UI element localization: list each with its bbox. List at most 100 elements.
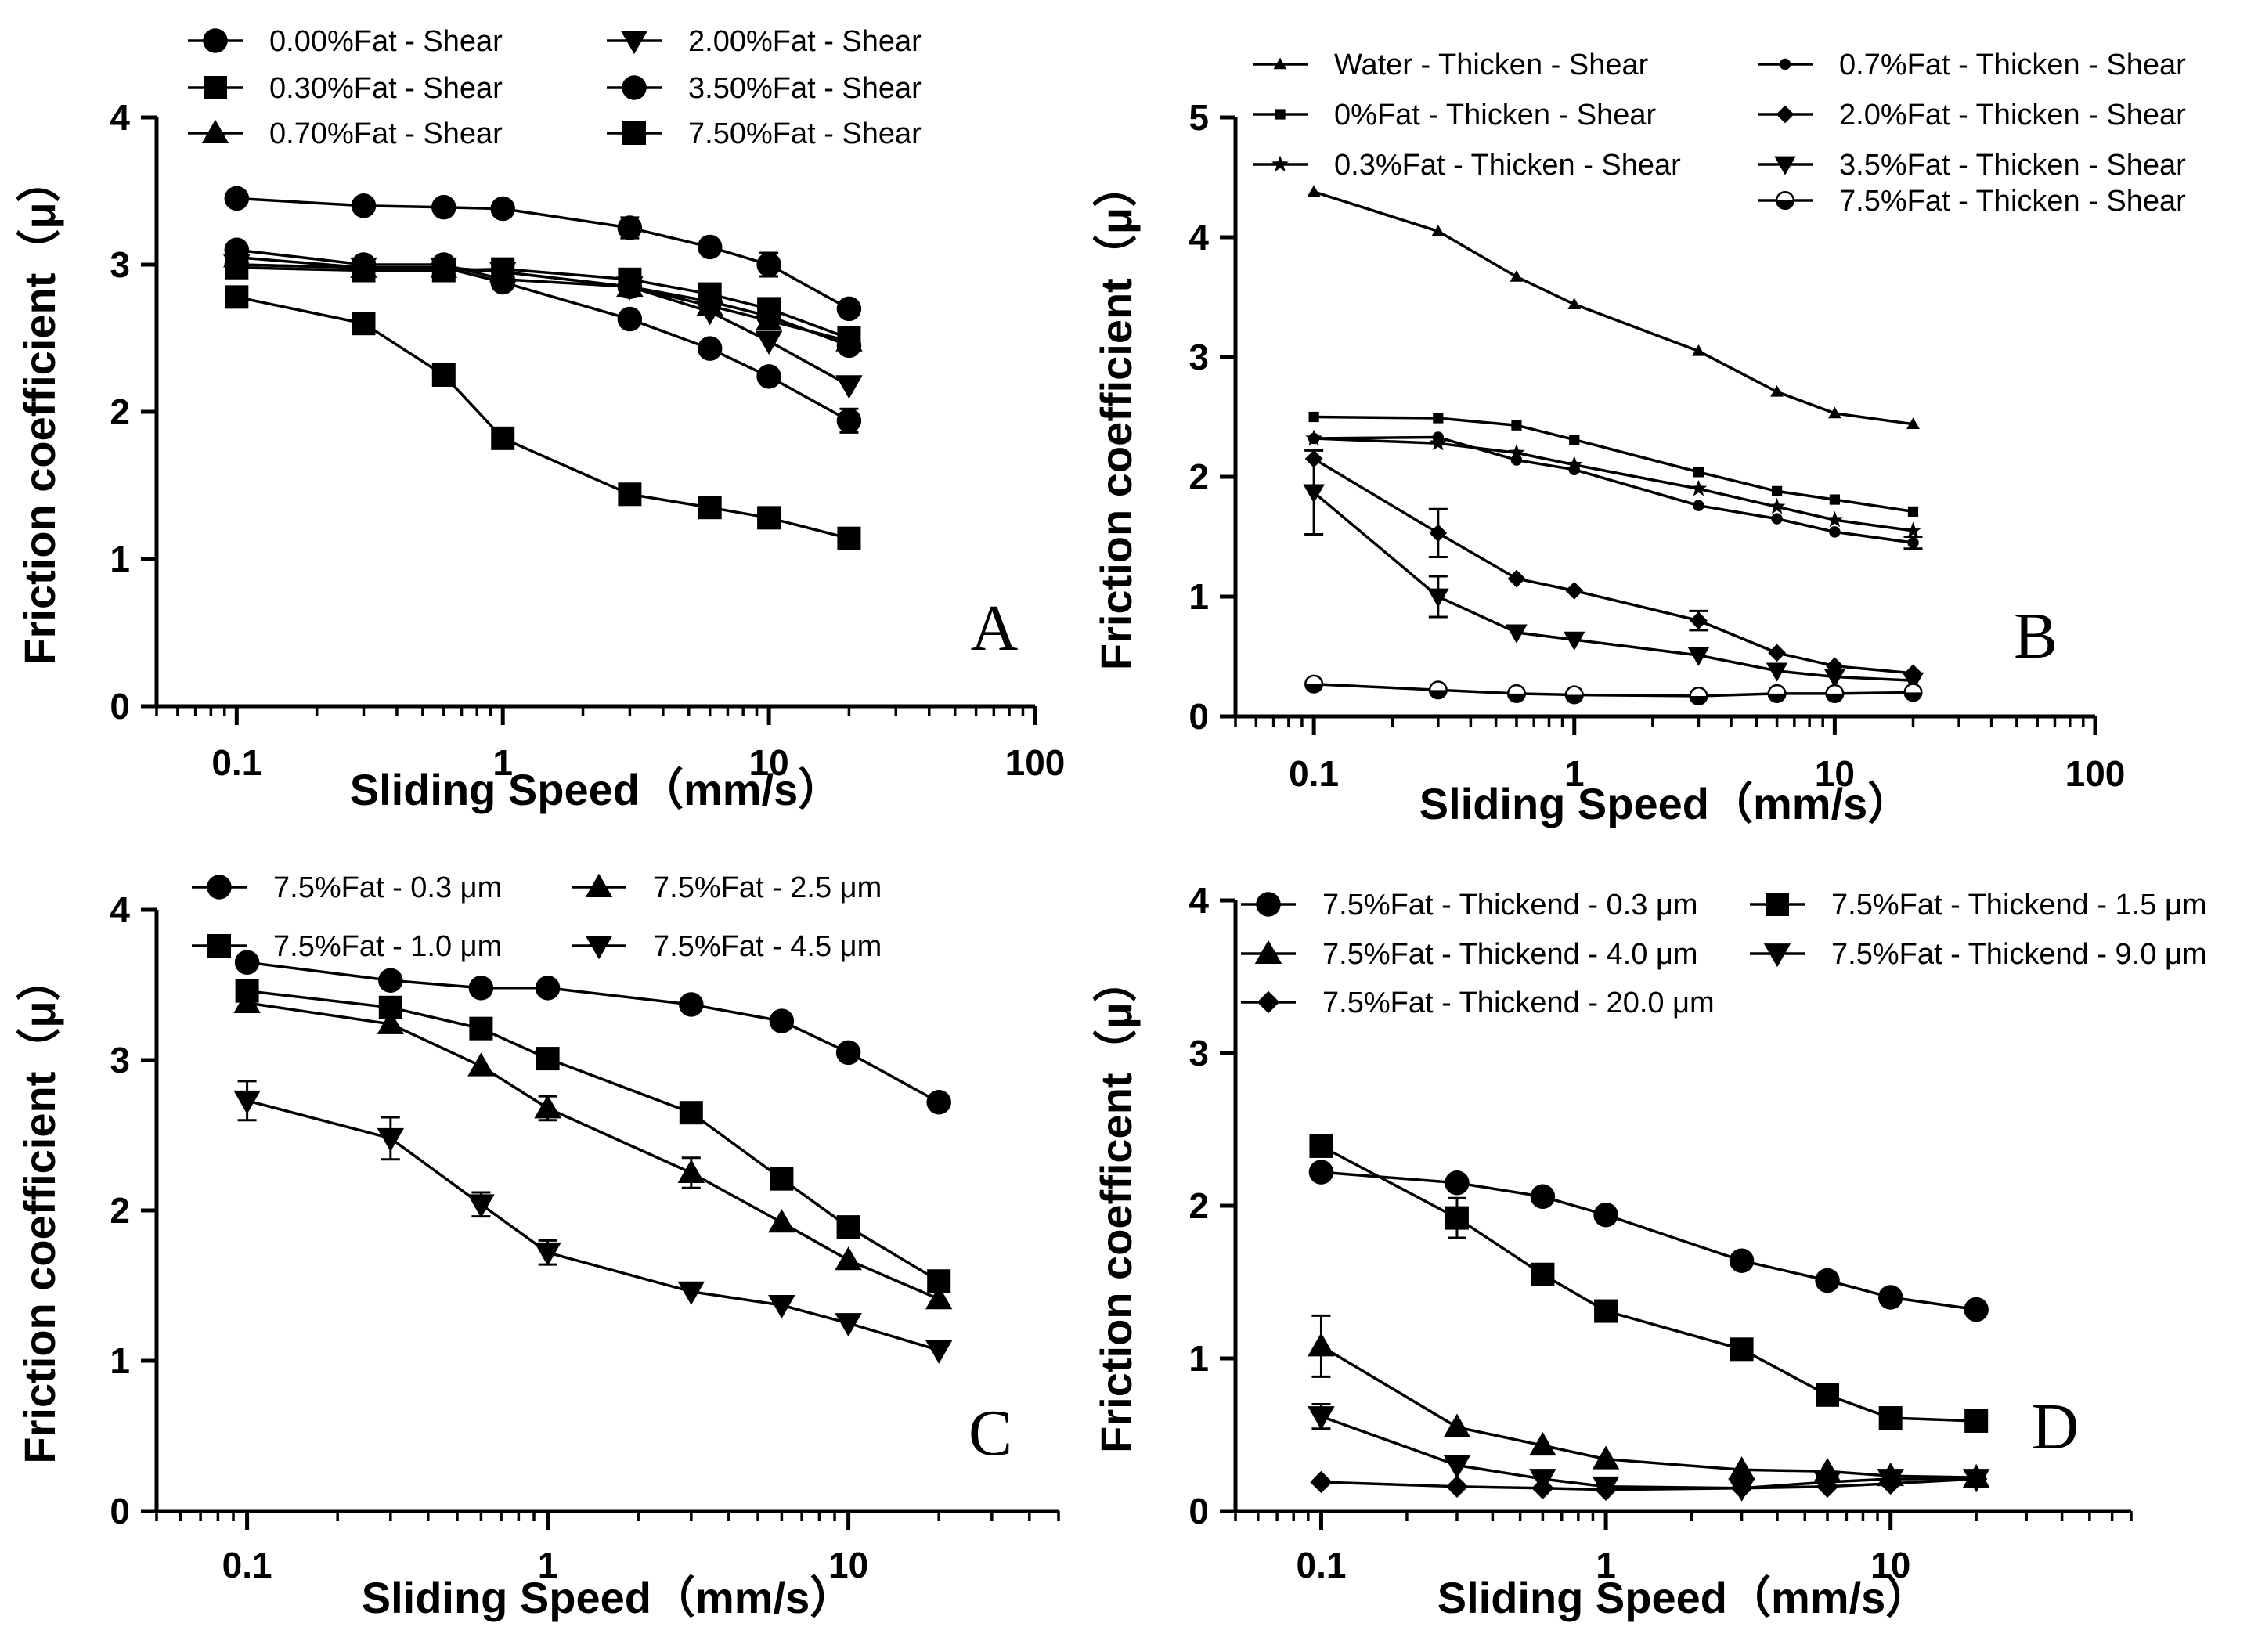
data-point — [618, 482, 642, 507]
legend-marker — [1776, 105, 1794, 124]
data-point — [1693, 500, 1704, 511]
data-point — [1877, 1285, 1903, 1310]
data-point — [1730, 1337, 1754, 1362]
data-point — [835, 1313, 862, 1337]
legend-marker — [620, 31, 648, 55]
data-point — [1816, 1383, 1840, 1407]
data-point — [431, 194, 456, 220]
data-point — [234, 950, 260, 975]
legend-marker — [1775, 190, 1795, 211]
data-point — [698, 496, 722, 520]
x-tick-label: 10 — [749, 742, 789, 783]
data-point-half — [1430, 690, 1447, 699]
data-point-half — [1826, 693, 1844, 702]
data-point — [1427, 588, 1449, 608]
y-tick-label: 4 — [110, 889, 130, 930]
data-point — [1506, 624, 1528, 644]
data-point — [1506, 684, 1527, 703]
y-axis-title: Friction coefficient（μ） — [15, 158, 64, 665]
data-point — [1907, 536, 1919, 549]
y-tick-label: 1 — [110, 1340, 130, 1381]
y-tick-label: 1 — [110, 539, 130, 579]
y-tick-label: 4 — [1189, 217, 1209, 258]
series-line — [1312, 491, 1914, 682]
series-line — [1313, 457, 1914, 675]
data-point — [1594, 1299, 1618, 1323]
data-point — [1592, 1445, 1620, 1470]
data-point — [233, 1090, 261, 1115]
data-point — [757, 506, 781, 530]
legend-label: 7.5%Fat - 0.3 μm — [273, 871, 502, 904]
data-point — [1594, 1478, 1618, 1501]
y-tick-label: 2 — [110, 1190, 130, 1231]
x-axis-title: Sliding Speed（mm/s） — [362, 1573, 854, 1622]
panel-letter: D — [2032, 1390, 2079, 1463]
series-line — [1314, 682, 1914, 698]
data-point — [1907, 506, 1919, 517]
data-point — [431, 363, 456, 387]
data-point — [679, 992, 704, 1017]
legend-label: 7.5%Fat - 2.5 μm — [653, 871, 882, 904]
y-axis-title: Friction coefficent（μ） — [1091, 958, 1141, 1453]
data-point — [769, 1008, 795, 1033]
data-point — [926, 1090, 951, 1115]
series-4 — [1308, 431, 1923, 550]
data-point-half — [1565, 694, 1583, 704]
series-1 — [1308, 1160, 1989, 1322]
x-axis-title: Sliding Speed（mm/s） — [1437, 1573, 1930, 1622]
legend-marker — [1271, 155, 1289, 172]
data-point — [468, 976, 494, 1001]
data-point — [1531, 1262, 1555, 1286]
series-line — [1313, 190, 1914, 426]
data-point — [1829, 526, 1841, 538]
series-1 — [234, 950, 951, 1115]
x-axis-title: Sliding Speed（mm/s） — [1419, 779, 1912, 828]
legend-label: Water - Thicken - Shear — [1334, 49, 1649, 81]
series-3 — [233, 989, 953, 1310]
x-tick-label: 10 — [1870, 1545, 1910, 1585]
series-line — [1314, 437, 1914, 532]
x-tick-label: 0.1 — [1289, 753, 1339, 794]
data-point — [1308, 1333, 1335, 1357]
x-axis-title: Sliding Speed（mm/s） — [350, 765, 842, 814]
data-point — [1529, 1431, 1556, 1456]
data-point — [1823, 669, 1846, 688]
data-point — [467, 1194, 495, 1218]
x-tick-label: 0.1 — [211, 742, 262, 783]
data-point — [1770, 384, 1784, 397]
legend-marker — [201, 119, 229, 143]
data-point — [1767, 684, 1787, 703]
data-point-half — [1690, 695, 1708, 705]
series-line — [247, 1001, 940, 1300]
y-tick-label: 1 — [1189, 576, 1209, 617]
data-point — [536, 1047, 560, 1071]
data-point — [490, 269, 515, 295]
legend-marker — [1257, 990, 1280, 1014]
legend-marker — [1256, 892, 1281, 917]
data-point — [1829, 494, 1840, 505]
series-line — [1314, 435, 1914, 544]
data-point — [467, 1052, 495, 1077]
y-tick-label: 0 — [110, 686, 130, 727]
series-4 — [233, 1080, 953, 1364]
data-point — [1690, 611, 1708, 629]
data-point — [534, 1242, 561, 1267]
chart-panel-a: 0 1 2 3 4 0.1 1 10 100 Sliding Speed（mm/s） Frictio… — [15, 25, 1065, 814]
data-point — [697, 234, 723, 260]
data-point — [225, 285, 249, 309]
y-tick-label: 3 — [1189, 337, 1209, 377]
y-tick-label: 2 — [110, 391, 130, 432]
data-point — [1563, 631, 1585, 651]
legend-marker — [585, 873, 613, 897]
legend: 0.00%Fat - Shear 0.30%Fat - Shear 0.70%Fat… — [188, 25, 922, 150]
data-point — [1815, 1268, 1840, 1293]
data-point — [696, 301, 723, 326]
y-axis-title: Friction coefficient（μ） — [1091, 164, 1141, 670]
y-tick-label: 1 — [1189, 1338, 1209, 1379]
legend-label: 2.00%Fat - Shear — [688, 25, 922, 58]
data-point — [755, 307, 783, 331]
series-7 — [1304, 674, 1923, 706]
data-point — [677, 1281, 705, 1305]
data-point — [1431, 224, 1445, 236]
